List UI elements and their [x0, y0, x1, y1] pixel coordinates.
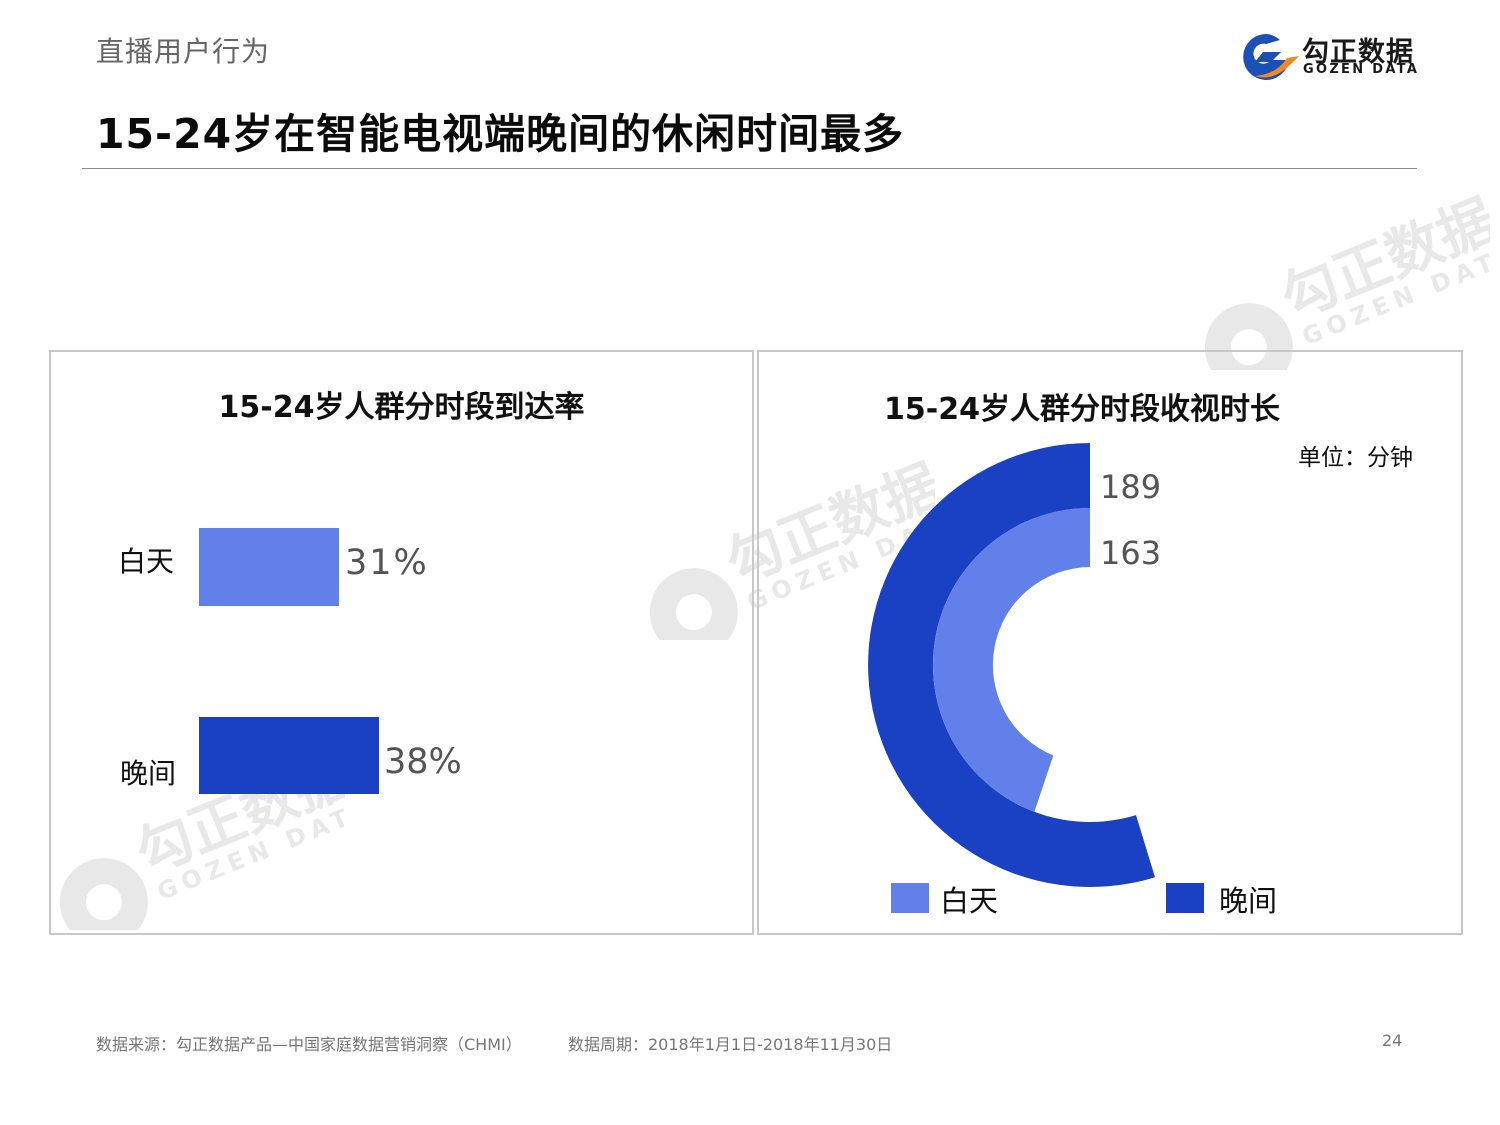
- logo-text-cn: 勾正数据: [1302, 37, 1414, 68]
- reach-rate-panel: [49, 350, 754, 935]
- ring-value-daytime: 163: [1100, 534, 1162, 572]
- legend-swatch-daytime: [891, 883, 929, 913]
- unit-label: 单位：分钟: [1298, 445, 1413, 471]
- reach-rate-chart-title: 15-24岁人群分时段到达率: [218, 390, 585, 425]
- gozen-logo-icon: [1243, 34, 1299, 80]
- ring-evening: [868, 443, 1155, 887]
- watermark-logo-icon: 勾正数据 GOZEN DATA: [1204, 188, 1500, 392]
- section-label: 直播用户行为: [96, 35, 271, 68]
- bar-label-daytime: 白天: [118, 545, 175, 578]
- legend-swatch-evening: [1166, 883, 1204, 913]
- data-source: 数据来源：勾正数据产品—中国家庭数据营销洞察（CHMI）: [96, 1035, 522, 1054]
- watermark: 勾正数据 GOZEN DATA: [1180, 188, 1500, 392]
- svg-text:GOZEN DATA: GOZEN DATA: [1298, 238, 1490, 351]
- viewing-duration-chart-title: 15-24岁人群分时段收视时长: [884, 392, 1280, 427]
- ring-value-evening: 189: [1100, 468, 1162, 506]
- legend-label-daytime: 白天: [940, 884, 999, 918]
- legend-label-evening: 晚间: [1219, 884, 1278, 918]
- title-divider: [82, 168, 1417, 169]
- logo-text-en: GOZEN DATA: [1303, 62, 1420, 77]
- bar-value-daytime: 31%: [345, 543, 429, 583]
- ring-daytime: [933, 508, 1090, 812]
- viewing-duration-panel: [757, 350, 1463, 935]
- svg-text:勾正数据: 勾正数据: [1272, 190, 1490, 332]
- radial-bar-chart: [868, 443, 1155, 887]
- bar-value-evening: 38%: [384, 742, 462, 782]
- bar-daytime: [199, 528, 339, 606]
- page-title: 15-24岁在智能电视端晚间的休闲时间最多: [96, 110, 905, 158]
- bar-label-evening: 晚间: [120, 757, 177, 790]
- bar-evening: [199, 717, 379, 794]
- data-period: 数据周期：2018年1月1日-2018年11月30日: [568, 1035, 893, 1054]
- page-number: 24: [1382, 1031, 1403, 1050]
